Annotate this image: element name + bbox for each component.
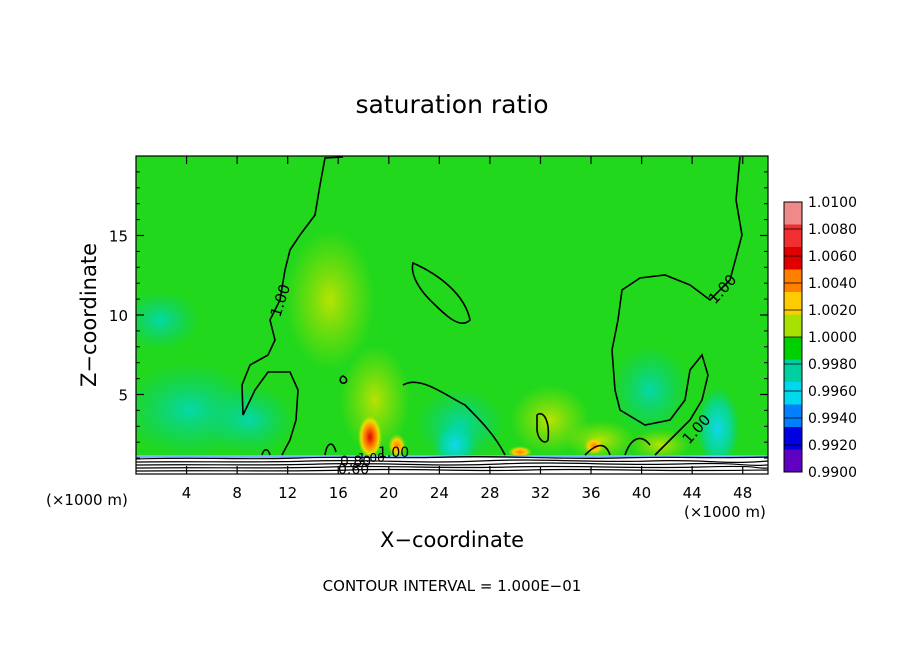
colorbar-swatch	[784, 404, 802, 428]
x-unit-left: (×1000 m)	[46, 491, 128, 509]
colorbar-label: 1.0040	[808, 276, 857, 292]
contour-1-00-bottom-arc-4	[324, 443, 337, 456]
contour-lines	[241, 156, 743, 456]
colorbar-label: 1.0000	[808, 330, 857, 346]
contour-1-00-inner-1	[339, 375, 348, 384]
x-tick-label: 32	[531, 484, 550, 502]
contour-1-00-center	[402, 381, 506, 456]
field-core-orange-1	[388, 434, 406, 458]
contour-1-00-bottom-small	[536, 413, 550, 443]
contour-label: 0.80	[340, 454, 371, 470]
chart-title: saturation ratio	[355, 90, 548, 119]
field-blob-yellow-1	[285, 230, 375, 370]
y-axis-label: Z−coordinate	[77, 243, 101, 387]
colorbar-swatch	[784, 269, 802, 293]
field-blob-yellow-2	[340, 345, 410, 455]
surface-contour-2	[136, 459, 768, 464]
contour-label: 0.60	[338, 462, 369, 478]
colorbar: 1.0100 1.0080 1.0060 1.0040 1.0020 1.0000 0.99…	[783, 195, 857, 481]
field-blob-cyan-right	[696, 378, 740, 462]
plot-field	[136, 156, 768, 474]
colorbar-swatch	[784, 427, 802, 450]
colorbar-swatch	[784, 337, 802, 360]
x-tick-label: 12	[278, 484, 297, 502]
contour-label: 1.00	[378, 445, 409, 461]
x-axis: 4 8 12 16 20 24 28 32 36 40 44 48	[182, 156, 752, 502]
colorbar-label: 1.0080	[808, 222, 857, 238]
x-tick-label: 28	[480, 484, 499, 502]
x-tick-label: 40	[632, 484, 651, 502]
x-tick-label: 48	[733, 484, 752, 502]
contour-label: 1.00	[358, 451, 385, 465]
colorbar-label: 0.9980	[808, 357, 857, 373]
colorbar-swatch	[784, 382, 802, 405]
contour-1-00-bottom-arc	[584, 444, 611, 456]
surface-contour-3	[136, 462, 768, 467]
colorbar-label: 0.9960	[808, 384, 857, 400]
colorbar-swatch	[784, 202, 802, 225]
colorbar-swatch	[784, 359, 802, 383]
colorbar-label: 1.0020	[808, 303, 857, 319]
x-tick-label: 16	[329, 484, 348, 502]
colorbar-label: 0.9920	[808, 438, 857, 454]
colorbar-label: 1.0060	[808, 249, 857, 265]
x-tick-label: 24	[430, 484, 449, 502]
contour-1-00-center-island	[411, 261, 471, 324]
field-blob-yellow-5	[630, 429, 690, 461]
contour-1-00-bottom-arc-3	[261, 448, 271, 456]
colorbar-swatch	[784, 449, 802, 473]
contour-1-00-right	[611, 156, 743, 456]
field-blob-teal-upper-left	[136, 290, 200, 350]
field-blob-cyan-mid	[433, 415, 477, 465]
surface-contour-1	[136, 455, 768, 460]
x-tick-label: 8	[232, 484, 242, 502]
surface-contours	[136, 455, 768, 472]
colorbar-label: 1.0100	[808, 195, 857, 211]
surface-contour-5	[136, 468, 768, 472]
x-tick-label: 44	[683, 484, 702, 502]
y-tick-label: 10	[109, 307, 128, 325]
colorbar-swatch	[784, 247, 802, 270]
field-blob-teal-right	[610, 345, 690, 435]
colorbar-swatch	[784, 292, 802, 315]
y-tick-label: 5	[118, 387, 128, 405]
y-axis: 5 10 15	[109, 171, 768, 459]
x-tick-label: 4	[182, 484, 192, 502]
colorbar-label: 0.9900	[808, 465, 857, 481]
x-tick-label: 36	[581, 484, 600, 502]
surface-contour-4	[136, 465, 768, 469]
x-unit-right: (×1000 m)	[684, 503, 766, 521]
field-blob-teal-left-2	[205, 385, 295, 455]
x-tick-label: 20	[379, 484, 398, 502]
field-core-red	[358, 415, 382, 459]
colorbar-label: 0.9940	[808, 411, 857, 427]
colorbar-swatch	[784, 314, 802, 338]
y-tick-label: 15	[109, 228, 128, 246]
contour-interval-label: CONTOUR INTERVAL = 1.000E−01	[323, 577, 582, 595]
colorbar-swatch	[784, 224, 802, 248]
contour-1-00-bottom-arc-2	[624, 437, 651, 456]
x-axis-label: X−coordinate	[380, 528, 524, 552]
contour-1-00-left	[241, 156, 344, 456]
